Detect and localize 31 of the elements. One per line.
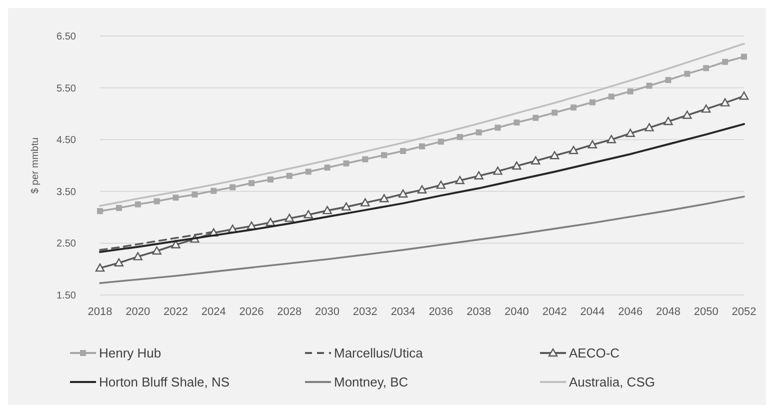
legend-label: Marcellus/Utica (334, 346, 424, 361)
y-tick-label: 5.50 (56, 83, 76, 94)
x-tick-label: 2026 (239, 306, 264, 318)
y-axis-title: $ per mmbtu (30, 137, 41, 194)
x-tick-label: 2024 (201, 306, 226, 318)
x-tick-label: 2046 (618, 306, 643, 318)
x-tick-label: 2030 (315, 306, 340, 318)
legend-label: Australia, CSG (569, 374, 655, 390)
y-tick-label: 6.50 (56, 32, 76, 42)
x-tick-label: 2052 (732, 306, 756, 318)
y-tick-label: 4.50 (56, 135, 76, 146)
y-tick-label: 2.50 (56, 238, 76, 250)
x-tick-label: 2032 (352, 306, 378, 318)
y-tick-label: 1.50 (56, 290, 76, 302)
legend-label: Montney, BC (334, 374, 408, 390)
x-tick-label: 2028 (277, 306, 302, 318)
x-tick-label: 2020 (126, 306, 150, 318)
x-tick-label: 2040 (504, 306, 529, 318)
x-tick-label: 2042 (542, 306, 567, 318)
x-tick-label: 2048 (656, 306, 680, 318)
legend-label: Horton Bluff Shale, NS (99, 374, 230, 390)
x-tick-label: 2018 (88, 306, 112, 318)
legend-label: AECO-C (569, 346, 620, 361)
x-tick-label: 2034 (390, 306, 416, 318)
x-tick-label: 2036 (428, 306, 454, 318)
x-tick-label: 2038 (466, 306, 492, 318)
x-tick-label: 2050 (694, 306, 718, 318)
x-tick-label: 2044 (580, 306, 605, 318)
y-tick-label: 3.50 (56, 186, 76, 198)
legend-label: Henry Hub (99, 346, 162, 361)
x-tick-label: 2022 (164, 306, 188, 318)
